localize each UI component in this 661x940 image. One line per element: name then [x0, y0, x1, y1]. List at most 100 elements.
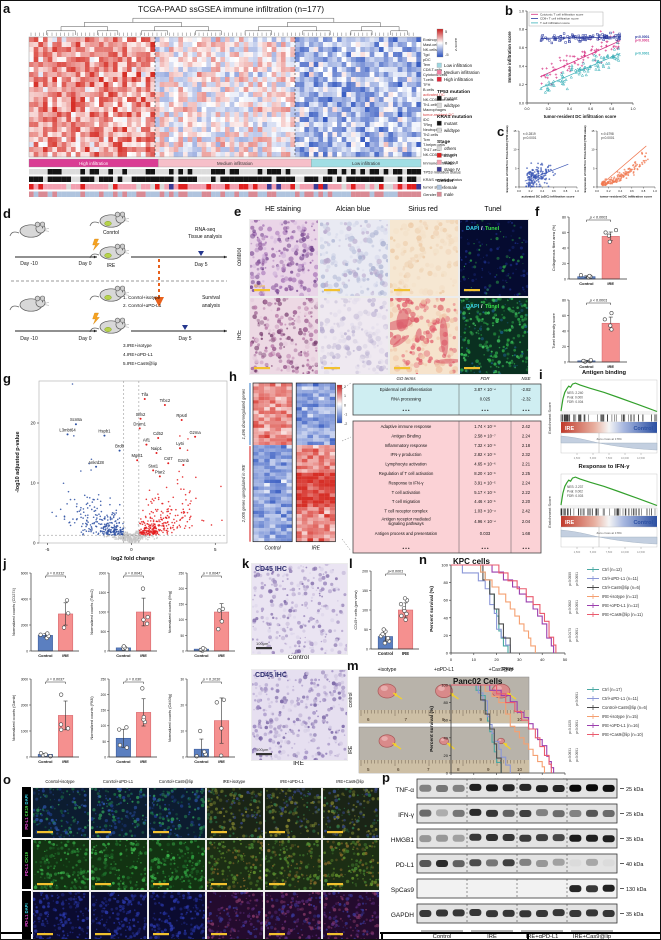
svg-text:Antigen Binding: Antigen Binding [391, 433, 421, 438]
svg-text:Enrichment Score: Enrichment Score [547, 495, 552, 528]
svg-text:Conrtol: Conrtol [103, 230, 119, 236]
svg-text:Day 0: Day 0 [78, 261, 91, 267]
svg-text:Tem: Tem [423, 63, 430, 67]
svg-text:CD8+ T cell infiltration score: CD8+ T cell infiltration score [540, 17, 579, 21]
svg-text:iDC: iDC [423, 118, 430, 122]
svg-text:stage I: stage I [444, 153, 457, 158]
svg-text:0.2: 0.2 [607, 189, 611, 193]
svg-text:Day 5: Day 5 [194, 262, 207, 268]
panel-e-row-header: control [237, 248, 243, 267]
svg-text:2.21: 2.21 [522, 462, 531, 467]
panel-e-col-header: Sirius red [408, 206, 438, 213]
svg-text:60: 60 [562, 231, 566, 235]
svg-text:IFN-γ production: IFN-γ production [391, 452, 423, 457]
micrograph-o-r1c5 [322, 839, 380, 891]
svg-text:1.74 × 10⁻⁸: 1.74 × 10⁻⁸ [474, 424, 496, 429]
svg-text:12,500: 12,500 [637, 456, 645, 460]
svg-text:mutant: mutant [444, 121, 458, 126]
svg-text:Eosinophils: Eosinophils [423, 38, 443, 42]
svg-text:-2.82: -2.82 [521, 387, 531, 392]
panel-h-heatmap: 1,496 downregulated genes 2,005 genes upr… [241, 382, 352, 552]
svg-text:Antigen receptor mediated: Antigen receptor mediated [381, 517, 431, 522]
svg-text:Expression of CD274 in TCGA PA: Expression of CD274 in TCGA PAAD (TPM va… [583, 125, 587, 192]
svg-text:2.25: 2.25 [522, 471, 531, 476]
svg-text:0: 0 [515, 185, 517, 189]
panel-e-col-header: HE staining [265, 206, 301, 213]
svg-text:80: 80 [562, 298, 566, 302]
svg-text:0: 0 [593, 185, 595, 189]
svg-text:stage II: stage II [444, 160, 458, 165]
svg-text:Tcm: Tcm [423, 138, 430, 142]
svg-text:Immune infiltration score: Immune infiltration score [507, 31, 512, 83]
svg-text:Th2.cells: Th2.cells [423, 133, 438, 137]
svg-text:Hspb1: Hspb1 [98, 429, 111, 434]
svg-text:Expression of CD274 in TCGA PA: Expression of CD274 in TCGA PAAD (TPM va… [505, 125, 509, 192]
svg-text:0.033: 0.033 [480, 531, 491, 536]
svg-text:0.2: 0.2 [529, 189, 533, 193]
micrograph-o-r2c3 [206, 891, 264, 939]
svg-text:T.helper.cells: T.helper.cells [423, 143, 445, 147]
svg-text:TFH: TFH [423, 83, 431, 87]
svg-text:7.32 × 10⁻⁶: 7.32 × 10⁻⁶ [474, 443, 496, 448]
svg-text:2.58 × 10⁻⁷: 2.58 × 10⁻⁷ [474, 433, 496, 438]
micrograph-e-he_i [249, 297, 319, 375]
svg-text:2.32: 2.32 [522, 452, 531, 457]
svg-text:Lymphocyte activation: Lymphocyte activation [385, 462, 427, 467]
panel-label-f: f [535, 204, 540, 219]
svg-text:4.96 × 10⁻⁴: 4.96 × 10⁻⁴ [474, 519, 496, 524]
svg-text:IRE: IRE [312, 546, 321, 552]
micrograph-o-r2c5 [322, 891, 380, 939]
panel-k-ihc-text-1: CD45 IHC [255, 566, 287, 573]
svg-text:Day -10: Day -10 [20, 336, 38, 342]
svg-text:p<0.0001: p<0.0001 [523, 136, 537, 140]
panel-i-title-1: Antigen binding [581, 370, 627, 376]
svg-text:0.6: 0.6 [588, 107, 593, 111]
svg-text:1.0: 1.0 [631, 107, 636, 111]
svg-text:Slfn2: Slfn2 [136, 412, 146, 417]
svg-text:p < 0.0001: p < 0.0001 [589, 299, 608, 303]
micrograph-o-r2c2 [148, 891, 206, 939]
panel-label-j: j [3, 556, 7, 571]
panel-label-p: p [382, 770, 390, 785]
svg-text:tumor-resident DC: tumor-resident DC [423, 113, 454, 117]
svg-text:15: 15 [513, 129, 517, 133]
svg-text:2.04: 2.04 [522, 519, 531, 524]
panel-o-column-headers: Conrtol+isotype Conrtol+αPD-L1 Conrtol+Cas… [45, 779, 364, 784]
svg-text:0: 0 [33, 541, 36, 546]
svg-text:2.42: 2.42 [522, 509, 531, 514]
svg-text:Gender: Gender [437, 178, 454, 184]
svg-text:20: 20 [562, 345, 566, 349]
svg-text:5: 5 [214, 547, 217, 552]
svg-text:stage IV: stage IV [444, 167, 460, 172]
svg-text:Control: Control [633, 426, 653, 432]
micrograph-o-r0c4 [264, 787, 322, 839]
svg-text:Medium infiltration: Medium infiltration [217, 161, 253, 166]
svg-text:• • •: • • • [402, 546, 410, 551]
svg-text:NES: 2.237: NES: 2.237 [567, 485, 584, 489]
micrograph-o-r2c1 [90, 891, 148, 939]
svg-text:Pval: 0.000: Pval: 0.000 [567, 396, 583, 400]
micrograph-e-al_i [319, 297, 389, 375]
svg-text:5,000: 5,000 [590, 456, 597, 460]
svg-text:0.6: 0.6 [552, 189, 556, 193]
crop-tick [527, 934, 529, 939]
svg-text:0.4: 0.4 [540, 189, 544, 193]
panel-h-go-table: Representative (immune-related) GO terms… [352, 369, 542, 554]
panel-label-m: m [347, 658, 359, 673]
svg-text:tumor stage: tumor stage [423, 185, 445, 190]
panel-e-col-header: Tunel [484, 206, 502, 213]
svg-text:5.IRE+Cas9@lip: 5.IRE+Cas9@lip [123, 361, 158, 366]
svg-text:2.42: 2.42 [522, 424, 531, 429]
svg-text:p<0.0001: p<0.0001 [635, 51, 650, 55]
svg-text:Day 0: Day 0 [78, 336, 91, 342]
micrograph-e-tu_c: DAPI / Tunel [459, 219, 529, 297]
svg-text:p<0.0001: p<0.0001 [601, 136, 615, 140]
svg-text:• • •: • • • [522, 546, 530, 551]
micrograph-e-al_c [319, 219, 389, 297]
